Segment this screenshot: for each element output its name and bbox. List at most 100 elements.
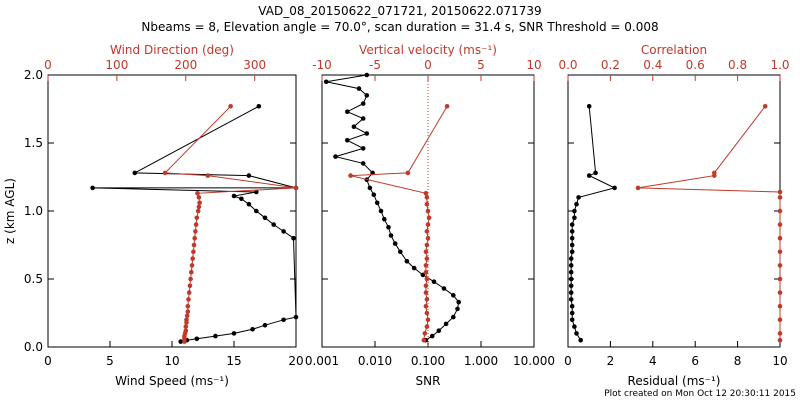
data-point xyxy=(194,336,200,342)
data-point xyxy=(423,249,429,255)
data-point xyxy=(568,276,574,282)
data-point xyxy=(185,303,191,309)
data-point xyxy=(569,249,575,255)
data-point xyxy=(569,235,575,241)
plot-frame xyxy=(47,74,297,348)
data-point xyxy=(762,104,768,109)
data-point xyxy=(178,339,183,344)
data-point xyxy=(386,225,391,230)
data-point xyxy=(193,229,198,234)
y-axis-label: z (km AGL) xyxy=(3,178,17,244)
data-point xyxy=(405,170,411,176)
top-tick-label: 0 xyxy=(424,58,432,72)
data-point xyxy=(256,104,262,109)
data-point xyxy=(569,222,575,227)
series-top xyxy=(162,104,299,344)
series-top xyxy=(635,104,783,343)
data-point xyxy=(374,200,380,206)
series-line xyxy=(570,106,617,341)
data-point xyxy=(231,193,237,199)
data-point xyxy=(162,170,168,176)
data-point xyxy=(424,195,430,200)
data-point xyxy=(205,173,211,178)
data-point xyxy=(422,331,428,336)
y-tick-label: 0.0 xyxy=(24,340,43,354)
data-point xyxy=(443,321,449,327)
bottom-tick-label: 1.000 xyxy=(464,354,498,368)
data-point xyxy=(183,328,189,334)
data-point xyxy=(351,124,357,129)
series-bottom xyxy=(568,104,617,343)
bottom-axis-label: SNR xyxy=(416,374,441,388)
data-point xyxy=(568,263,574,268)
data-point xyxy=(411,265,417,271)
data-point xyxy=(426,215,432,221)
data-point xyxy=(586,173,592,178)
bottom-tick-label: 6 xyxy=(691,354,699,368)
data-point xyxy=(424,242,430,248)
data-point xyxy=(441,286,447,291)
data-point xyxy=(196,195,202,200)
data-point xyxy=(425,317,431,323)
data-point xyxy=(90,185,95,191)
top-axis-label: Vertical velocity (ms⁻¹) xyxy=(359,43,497,57)
data-point xyxy=(421,337,427,343)
data-point xyxy=(424,256,430,261)
data-point xyxy=(777,317,783,323)
bottom-tick-label: 4 xyxy=(649,354,657,368)
series-line xyxy=(163,105,297,342)
series-line xyxy=(326,74,460,341)
data-point xyxy=(186,297,191,302)
data-point xyxy=(360,101,366,106)
data-point xyxy=(213,333,218,339)
data-point xyxy=(293,185,299,191)
data-point xyxy=(187,283,193,289)
data-point xyxy=(345,138,350,143)
top-tick-label: 200 xyxy=(174,58,197,72)
data-point xyxy=(424,310,430,316)
data-point xyxy=(569,310,575,316)
data-point xyxy=(455,306,460,312)
bottom-tick-label: 15 xyxy=(226,354,241,368)
data-point xyxy=(777,263,783,268)
data-point xyxy=(777,276,783,282)
data-point xyxy=(777,208,783,214)
data-point xyxy=(404,259,410,264)
bottom-tick-label: 10 xyxy=(164,354,179,368)
plot-frame xyxy=(567,74,781,348)
data-point xyxy=(420,272,426,278)
series-line xyxy=(637,105,781,341)
data-point xyxy=(196,204,202,210)
data-point xyxy=(194,215,200,221)
data-point xyxy=(360,116,366,121)
data-point xyxy=(429,333,435,339)
data-point xyxy=(191,242,197,248)
data-point xyxy=(568,297,574,302)
top-axis-label: Wind Direction (deg) xyxy=(110,43,234,57)
data-point xyxy=(424,201,430,207)
data-point xyxy=(228,104,233,109)
data-point xyxy=(348,173,353,178)
panel-3: 0 2 4 6 8 10 0.0 0.2 0.4 0.6 0.8 1.0 Residual (ms⁻¹)… xyxy=(558,43,789,388)
data-point xyxy=(568,290,574,295)
data-point xyxy=(333,154,338,159)
data-point xyxy=(444,104,450,109)
top-tick-label: 0.4 xyxy=(643,58,662,72)
data-point xyxy=(189,269,194,275)
data-point xyxy=(356,86,362,91)
data-point xyxy=(360,146,366,151)
data-point xyxy=(451,293,456,298)
data-point xyxy=(239,196,244,202)
data-point xyxy=(635,185,641,191)
bottom-tick-label: 0 xyxy=(564,354,572,368)
data-point xyxy=(578,337,583,343)
top-tick-label: 10 xyxy=(526,58,541,72)
top-tick-label: 0.2 xyxy=(601,58,620,72)
figure-title-line2: Nbeams = 8, Elevation angle = 70.0°, sca… xyxy=(141,20,658,34)
bottom-tick-label: 0 xyxy=(44,354,52,368)
data-point xyxy=(423,191,429,196)
data-point xyxy=(456,299,462,305)
y-tick-label: 1.5 xyxy=(24,136,43,150)
data-point xyxy=(392,241,398,246)
